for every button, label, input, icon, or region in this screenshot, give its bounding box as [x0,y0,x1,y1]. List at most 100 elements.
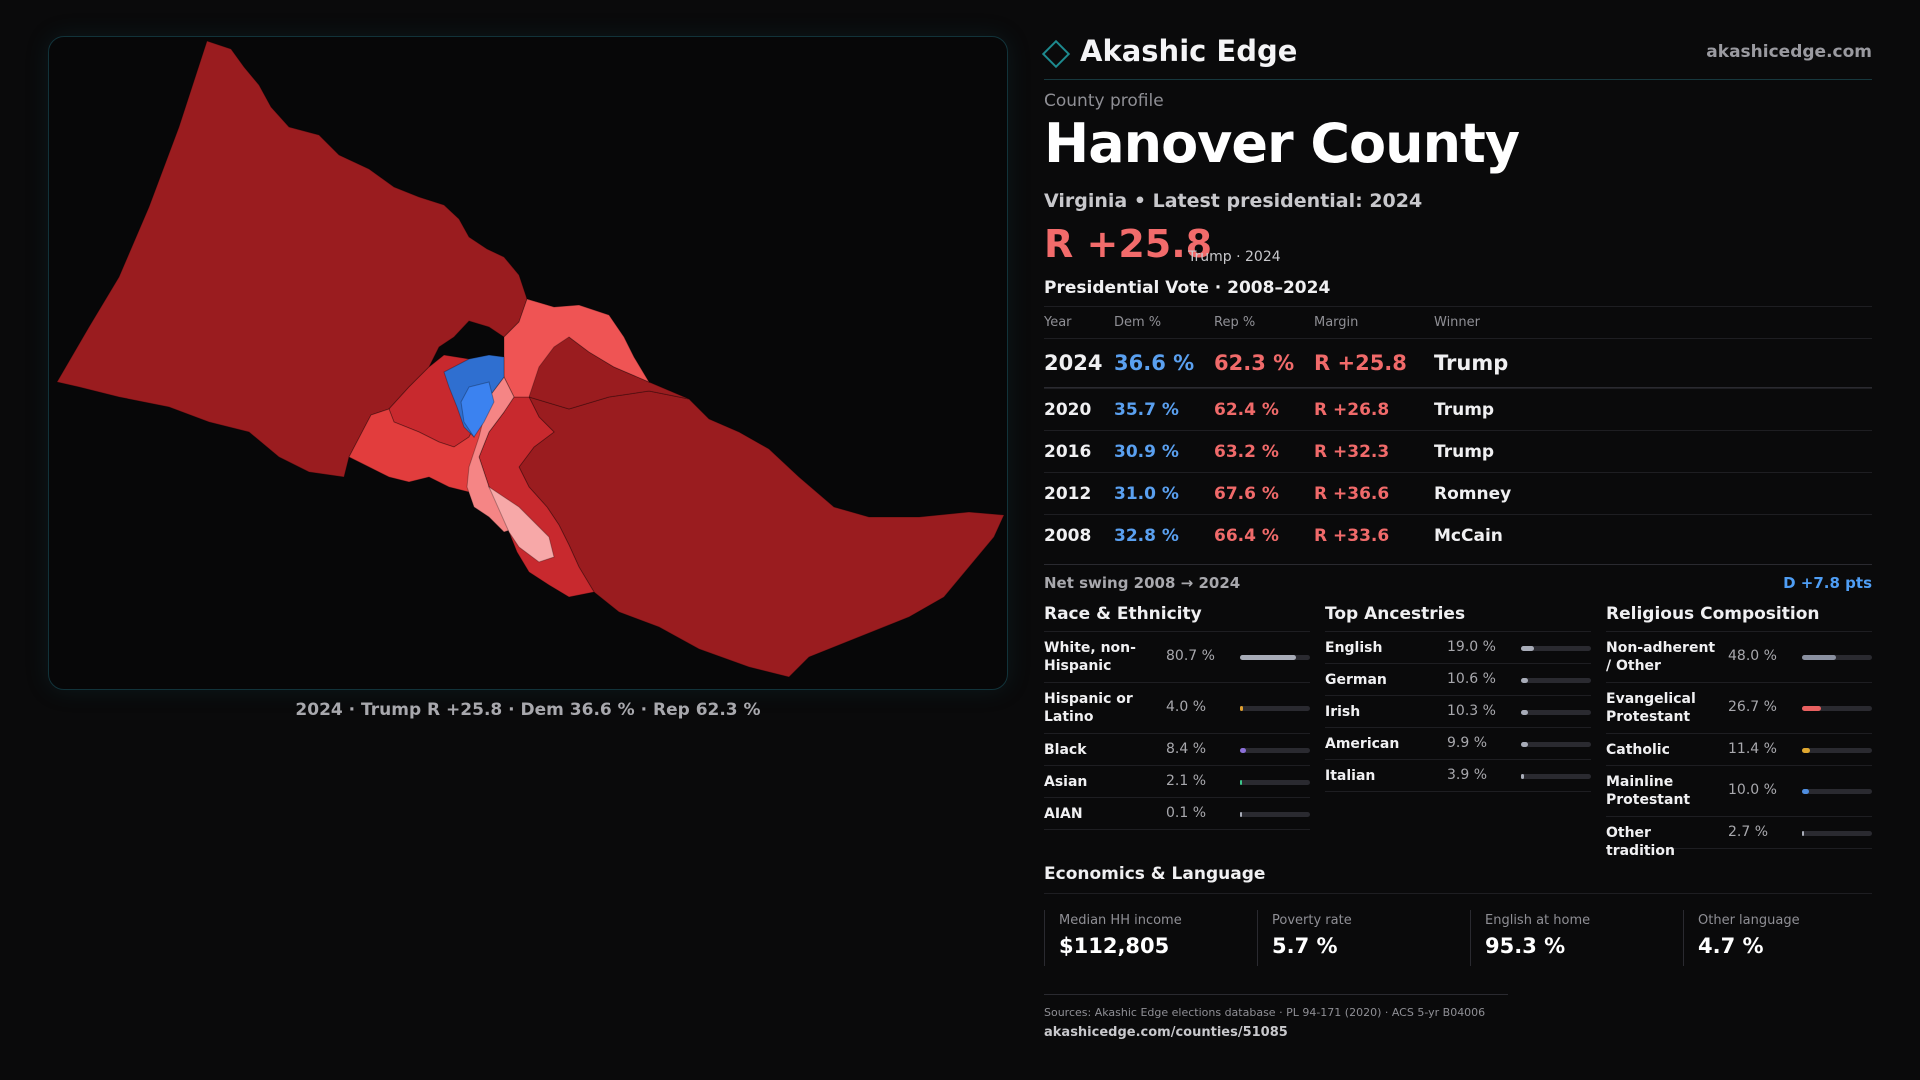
demo-label: Other tradition [1606,824,1721,860]
col-header-rep: Rep % [1214,315,1255,330]
demo-label: English [1325,639,1440,657]
demo-label: Italian [1325,767,1440,785]
demo-value: 10.3 % [1447,703,1496,719]
col-header-margin: Margin [1314,315,1358,330]
demo-bar-fill [1521,774,1524,779]
demo-value: 4.0 % [1166,699,1206,715]
demo-bar-track [1521,678,1591,683]
demo-bar-track [1802,831,1872,836]
demo-bar-fill [1802,655,1836,660]
demo-value: 0.1 % [1166,805,1206,821]
county-map [49,37,1008,690]
row-dem: 35.7 % [1114,400,1179,420]
list-item: Irish 10.3 % [1325,696,1591,728]
row-winner: Romney [1434,484,1511,504]
brand-url-link[interactable]: akashicedge.com [1706,42,1872,62]
econ-label: English at home [1485,913,1670,928]
list-item: Mainline Protestant 10.0 % [1606,766,1872,817]
demo-bar-track [1802,748,1872,753]
list-item: Black 8.4 % [1044,734,1310,766]
demo-bar-fill [1802,748,1810,753]
demo-label: Asian [1044,773,1159,791]
demo-label: Catholic [1606,741,1721,759]
net-swing-row: Net swing 2008 → 2024 D +7.8 pts [1044,564,1872,600]
sources-text: Sources: Akashic Edge elections database… [1044,1006,1508,1019]
diamond-logo-icon [1042,40,1070,68]
demo-bar-track [1802,706,1872,711]
demo-value: 80.7 % [1166,648,1215,664]
row-rep: 62.4 % [1214,400,1279,420]
list-item: American 9.9 % [1325,728,1591,760]
demo-bar-fill [1521,646,1534,651]
demo-bar-fill [1521,678,1528,683]
list-item: German 10.6 % [1325,664,1591,696]
vote-table: Year Dem % Rep % Margin Winner 2024 36.6… [1044,306,1872,556]
demo-bar-fill [1240,706,1243,711]
econ-value: $112,805 [1059,934,1244,958]
demo-value: 2.1 % [1166,773,1206,789]
demo-label: White, non-Hispanic [1044,639,1159,675]
list-item: Catholic 11.4 % [1606,734,1872,766]
row-year: 2016 [1044,442,1091,462]
headline-note: Trump · 2024 [1188,249,1281,265]
row-dem: 36.6 % [1114,351,1194,375]
demo-label: American [1325,735,1440,753]
row-margin: R +32.3 [1314,442,1389,462]
map-caption: 2024 · Trump R +25.8 · Dem 36.6 % · Rep … [48,700,1008,720]
county-subtitle: Virginia • Latest presidential: 2024 [1044,190,1422,212]
row-margin: R +33.6 [1314,526,1389,546]
demo-bar-fill [1521,710,1528,715]
col-header-year: Year [1044,315,1072,330]
demo-bar-track [1802,789,1872,794]
demo-bar-fill [1802,706,1821,711]
demo-label: Hispanic or Latino [1044,690,1159,726]
list-item: Asian 2.1 % [1044,766,1310,798]
list-item: AIAN 0.1 % [1044,798,1310,830]
econ-cell-english: English at home 95.3 % [1470,910,1670,966]
demo-label: Non-adherent / Other [1606,639,1721,675]
econ-value: 5.7 % [1272,934,1457,958]
demo-value: 48.0 % [1728,648,1777,664]
demo-value: 19.0 % [1447,639,1496,655]
demo-bar-track [1521,742,1591,747]
religion-section: Religious Composition Non-adherent / Oth… [1606,600,1872,849]
demo-label: Evangelical Protestant [1606,690,1721,726]
demo-bar-track [1240,812,1310,817]
ancestry-section: Top Ancestries English 19.0 % German 10.… [1325,600,1591,792]
demo-bar-fill [1240,655,1296,660]
demo-value: 10.0 % [1728,782,1777,798]
brand-bar: Akashic Edge akashicedge.com [1044,30,1872,80]
demo-value: 8.4 % [1166,741,1206,757]
col-header-dem: Dem % [1114,315,1161,330]
race-ethnicity-section: Race & Ethnicity White, non-Hispanic 80.… [1044,600,1310,830]
table-row: 2012 31.0 % 67.6 % R +36.6 Romney [1044,472,1872,514]
demo-value: 2.7 % [1728,824,1768,840]
table-row: 2020 35.7 % 62.4 % R +26.8 Trump [1044,388,1872,430]
map-region-east[interactable] [519,391,1004,677]
demo-bar-track [1240,706,1310,711]
demo-value: 10.6 % [1447,671,1496,687]
demo-bar-track [1240,748,1310,753]
net-swing-value: D +7.8 pts [1783,574,1872,592]
sources-url-link[interactable]: akashicedge.com/counties/51085 [1044,1025,1508,1040]
demo-bar-track [1240,780,1310,785]
demo-value: 26.7 % [1728,699,1777,715]
row-winner: Trump [1434,351,1508,375]
row-year: 2024 [1044,351,1102,375]
demo-bar-track [1802,655,1872,660]
race-ethnicity-title: Race & Ethnicity [1044,600,1310,632]
demo-bar-track [1240,655,1310,660]
brand-name[interactable]: Akashic Edge [1080,34,1297,68]
list-item: English 19.0 % [1325,632,1591,664]
demo-value: 9.9 % [1447,735,1487,751]
row-margin: R +36.6 [1314,484,1389,504]
demo-bar-fill [1240,812,1242,817]
table-row: 2016 30.9 % 63.2 % R +32.3 Trump [1044,430,1872,472]
net-swing-label: Net swing 2008 → 2024 [1044,574,1240,592]
list-item: Italian 3.9 % [1325,760,1591,792]
religion-title: Religious Composition [1606,600,1872,632]
demo-label: AIAN [1044,805,1159,823]
row-year: 2012 [1044,484,1091,504]
page-title: Hanover County [1044,112,1519,175]
headline-margin: R +25.8 [1044,222,1212,266]
